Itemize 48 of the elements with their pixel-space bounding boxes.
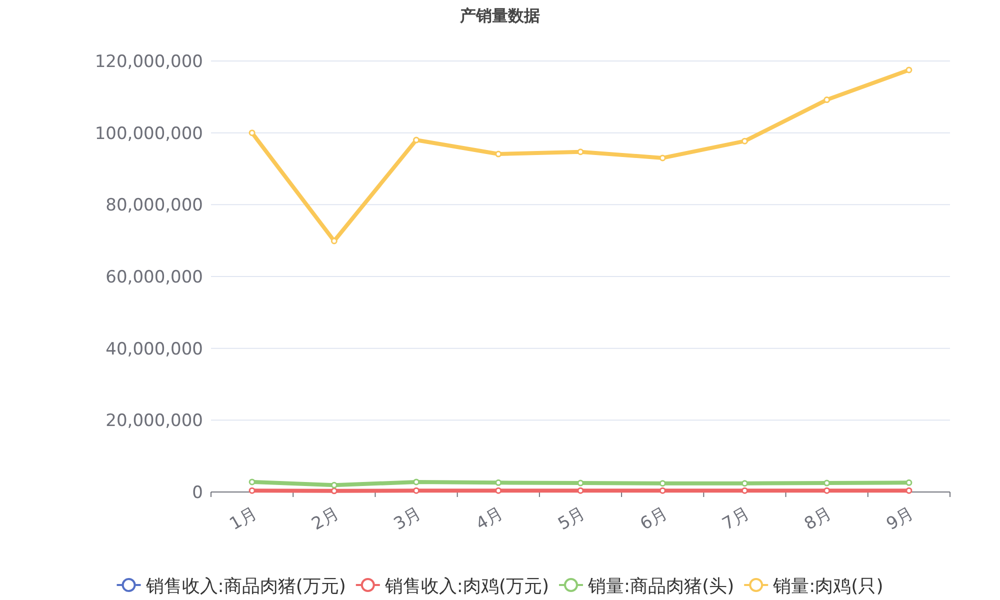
point [495,487,502,494]
point [330,482,338,488]
point [659,154,666,162]
y-tick-label: 80,000,000 [106,196,203,216]
point [248,478,256,486]
x-tick-label: 3月 [390,503,425,535]
point [330,238,338,244]
point [824,96,830,104]
x-tick-label: 2月 [308,503,343,535]
y-tick-label: 60,000,000 [106,268,203,288]
y-tick-label: 120,000,000 [94,52,203,72]
point [248,130,256,136]
point [906,487,912,494]
point [741,480,748,487]
point [330,488,338,494]
point [577,480,584,486]
x-tick-label: 8月 [801,503,836,535]
x-tick-label: 6月 [636,503,672,535]
legend-label: 销量:商品肉猪(头) [587,576,734,597]
x-tick-label: 9月 [883,503,918,535]
point [413,478,420,486]
x-tick-label: 4月 [472,503,507,535]
x-tick-label: 5月 [554,503,589,535]
y-tick-label: 0 [192,483,203,503]
point [577,148,584,156]
point [824,487,830,494]
point [741,138,748,144]
y-tick-label: 40,000,000 [106,339,203,360]
point [413,487,420,494]
legend-label: 销售收入:商品肉猪(万元) [144,576,346,597]
legend-label: 销售收入:肉鸡(万元) [384,576,549,597]
point [659,480,666,487]
point [495,479,502,486]
point [659,487,666,494]
point [248,487,256,494]
chart-title: 产销量数据 [459,6,540,25]
x-tick-label: 7月 [719,503,754,535]
y-tick-label: 100,000,000 [94,124,203,144]
x-tick-label: 1月 [226,503,261,535]
point [495,150,502,158]
point [413,136,420,144]
legend-label: 销量:肉鸡(只) [772,576,884,597]
y-tick-label: 20,000,000 [106,411,203,432]
point [906,66,912,74]
point [577,487,584,494]
point [824,480,830,486]
point [741,487,748,494]
point [906,479,912,486]
